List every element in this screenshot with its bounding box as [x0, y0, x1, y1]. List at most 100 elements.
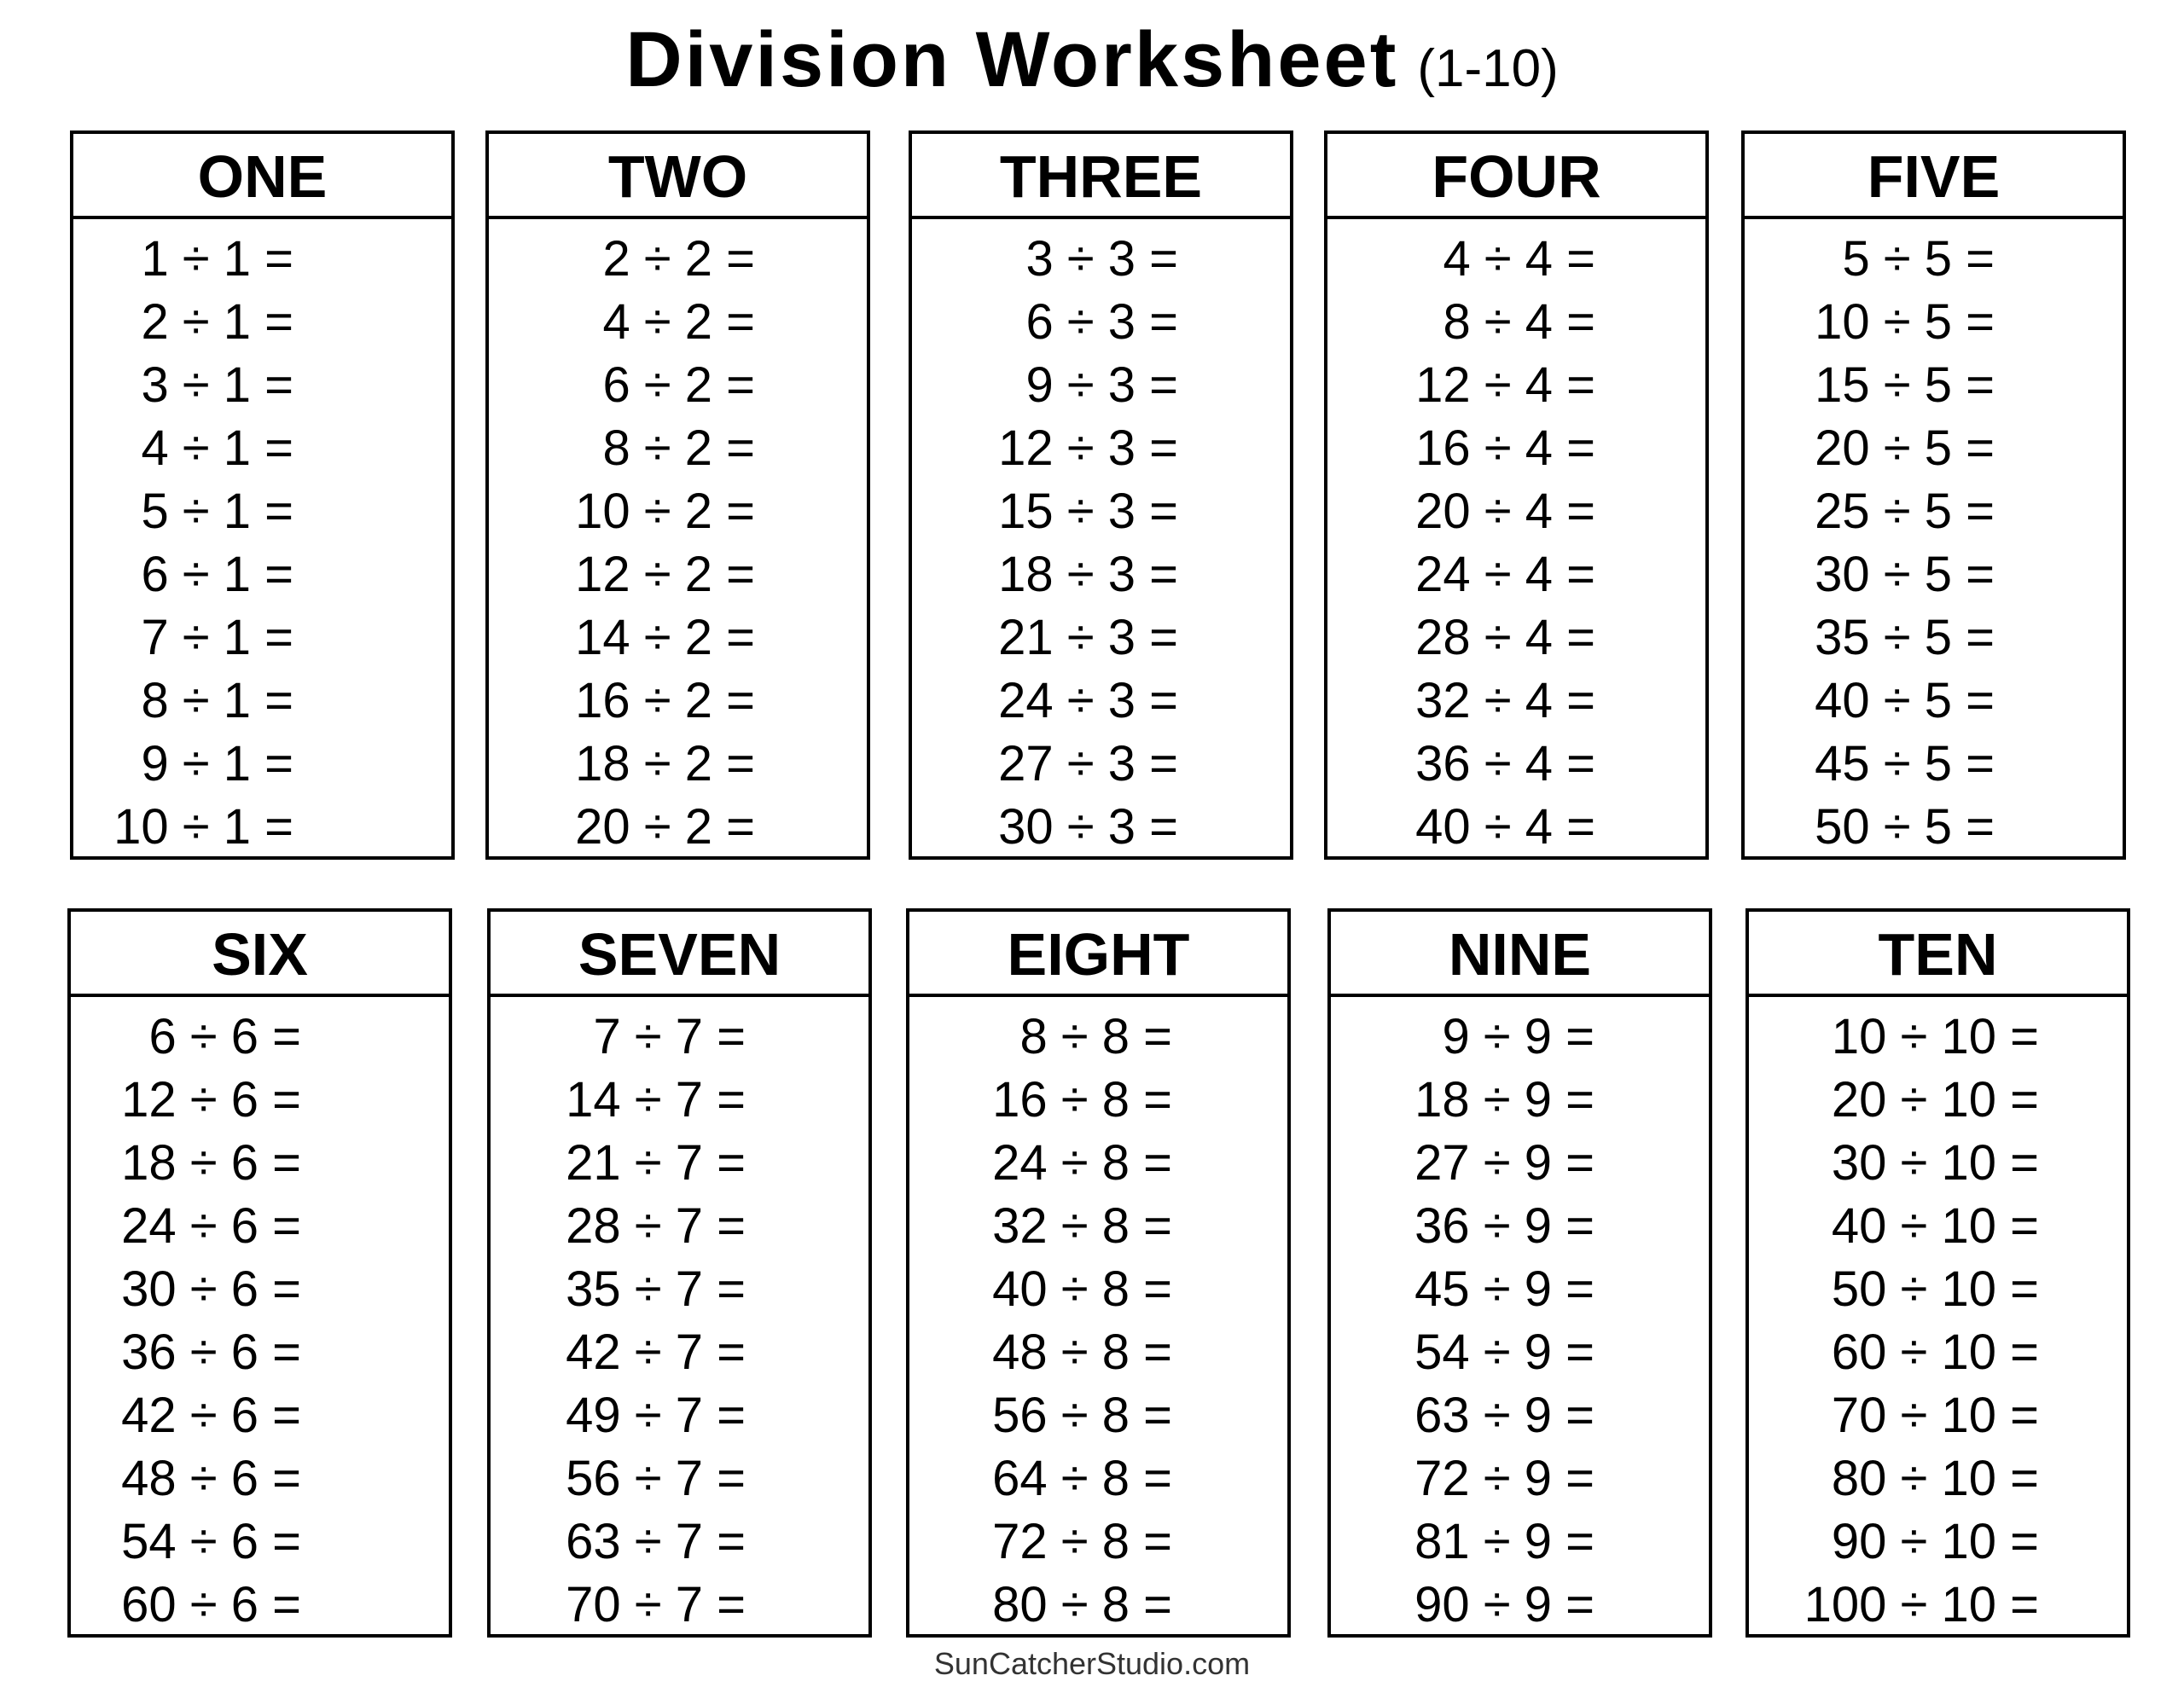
division-problem: 3 ÷ 3 =	[1025, 231, 1178, 287]
title-main: Division Worksheet	[625, 16, 1399, 103]
division-problem: 27 ÷ 9 =	[1414, 1135, 1594, 1191]
problem-list: 6 ÷ 6 = 12 ÷ 6 = 18 ÷ 6 = 24 ÷ 6 = 30 ÷ 6 = 3…	[121, 1006, 301, 1637]
division-problem: 81 ÷ 9 =	[1414, 1514, 1594, 1569]
division-problem: 15 ÷ 5 =	[1815, 357, 1995, 413]
section-heading: TEN	[1749, 912, 2127, 997]
division-problem: 20 ÷ 4 =	[1415, 484, 1595, 539]
division-problem: 70 ÷ 10 =	[1831, 1388, 2039, 1443]
division-problem: 9 ÷ 1 =	[141, 736, 293, 791]
division-problem: 56 ÷ 8 =	[992, 1388, 1172, 1443]
section-heading: THREE	[912, 134, 1290, 219]
division-problem: 36 ÷ 4 =	[1415, 736, 1595, 791]
division-problem: 90 ÷ 9 =	[1414, 1577, 1594, 1632]
division-problem: 63 ÷ 9 =	[1414, 1388, 1594, 1443]
division-problem: 18 ÷ 2 =	[575, 736, 755, 791]
division-problem: 80 ÷ 10 =	[1831, 1451, 2039, 1506]
division-problem: 24 ÷ 4 =	[1415, 547, 1595, 602]
section-heading: FOUR	[1327, 134, 1705, 219]
division-problem: 45 ÷ 9 =	[1414, 1261, 1594, 1317]
division-problem: 18 ÷ 9 =	[1414, 1072, 1594, 1128]
division-problem: 40 ÷ 5 =	[1815, 673, 1995, 728]
problem-list: 9 ÷ 9 = 18 ÷ 9 = 27 ÷ 9 = 36 ÷ 9 = 45 ÷ 9 = 5…	[1414, 1006, 1594, 1637]
division-problem: 8 ÷ 4 =	[1443, 294, 1595, 350]
division-problem: 6 ÷ 6 =	[148, 1009, 301, 1064]
section-heading: FIVE	[1745, 134, 2123, 219]
division-problem: 50 ÷ 5 =	[1815, 799, 1995, 855]
division-problem: 42 ÷ 6 =	[121, 1388, 301, 1443]
division-problem: 30 ÷ 3 =	[998, 799, 1178, 855]
division-problem: 6 ÷ 3 =	[1025, 294, 1178, 350]
division-problem: 8 ÷ 1 =	[141, 673, 293, 728]
section-ten: TEN 10 ÷ 10 = 20 ÷ 10 = 30 ÷ 10 = 40 ÷ 10 = 5…	[1745, 908, 2130, 1638]
division-problem: 21 ÷ 7 =	[566, 1135, 746, 1191]
section-heading: SEVEN	[491, 912, 868, 997]
division-problem: 4 ÷ 1 =	[141, 420, 293, 476]
division-problem: 14 ÷ 2 =	[575, 610, 755, 665]
division-problem: 49 ÷ 7 =	[566, 1388, 746, 1443]
section-eight: EIGHT 8 ÷ 8 = 16 ÷ 8 = 24 ÷ 8 = 32 ÷ 8 = 40 ÷…	[906, 908, 1291, 1638]
division-problem: 32 ÷ 8 =	[992, 1198, 1172, 1254]
division-problem: 35 ÷ 5 =	[1815, 610, 1995, 665]
division-problem: 28 ÷ 4 =	[1415, 610, 1595, 665]
division-problem: 16 ÷ 2 =	[575, 673, 755, 728]
title-range: (1-10)	[1417, 39, 1559, 98]
division-problem: 12 ÷ 4 =	[1415, 357, 1595, 413]
division-problem: 100 ÷ 10 =	[1804, 1577, 2039, 1632]
division-problem: 3 ÷ 1 =	[141, 357, 293, 413]
division-problem: 8 ÷ 2 =	[602, 420, 755, 476]
section-one: ONE 1 ÷ 1 = 2 ÷ 1 = 3 ÷ 1 = 4 ÷ 1 = 5 ÷ 1 = 6 …	[70, 130, 455, 860]
problem-list: 7 ÷ 7 = 14 ÷ 7 = 21 ÷ 7 = 28 ÷ 7 = 35 ÷ 7 = 4…	[566, 1006, 746, 1637]
division-problem: 30 ÷ 5 =	[1815, 547, 1995, 602]
division-problem: 20 ÷ 5 =	[1815, 420, 1995, 476]
division-problem: 12 ÷ 6 =	[121, 1072, 301, 1128]
section-heading: EIGHT	[909, 912, 1287, 997]
division-problem: 9 ÷ 3 =	[1025, 357, 1178, 413]
division-problem: 36 ÷ 6 =	[121, 1325, 301, 1380]
division-problem: 10 ÷ 10 =	[1831, 1009, 2039, 1064]
division-problem: 56 ÷ 7 =	[566, 1451, 746, 1506]
division-problem: 10 ÷ 5 =	[1815, 294, 1995, 350]
division-problem: 50 ÷ 10 =	[1831, 1261, 2039, 1317]
division-problem: 2 ÷ 1 =	[141, 294, 293, 350]
division-problem: 48 ÷ 8 =	[992, 1325, 1172, 1380]
section-four: FOUR 4 ÷ 4 = 8 ÷ 4 = 12 ÷ 4 = 16 ÷ 4 = 20 ÷ 4…	[1324, 130, 1709, 860]
division-problem: 90 ÷ 10 =	[1831, 1514, 2039, 1569]
section-six: SIX 6 ÷ 6 = 12 ÷ 6 = 18 ÷ 6 = 24 ÷ 6 = 30 ÷ 6…	[67, 908, 452, 1638]
section-heading: ONE	[73, 134, 451, 219]
division-problem: 15 ÷ 3 =	[998, 484, 1178, 539]
section-two: TWO 2 ÷ 2 = 4 ÷ 2 = 6 ÷ 2 = 8 ÷ 2 = 10 ÷ 2 = 1…	[485, 130, 870, 860]
division-problem: 21 ÷ 3 =	[998, 610, 1178, 665]
division-problem: 9 ÷ 9 =	[1442, 1009, 1594, 1064]
division-problem: 40 ÷ 4 =	[1415, 799, 1595, 855]
division-problem: 24 ÷ 3 =	[998, 673, 1178, 728]
division-problem: 4 ÷ 4 =	[1443, 231, 1595, 287]
division-problem: 45 ÷ 5 =	[1815, 736, 1995, 791]
division-problem: 5 ÷ 5 =	[1842, 231, 1995, 287]
problem-list: 10 ÷ 10 = 20 ÷ 10 = 30 ÷ 10 = 40 ÷ 10 = 50 ÷…	[1804, 1006, 2039, 1637]
division-problem: 72 ÷ 9 =	[1414, 1451, 1594, 1506]
division-problem: 36 ÷ 9 =	[1414, 1198, 1594, 1254]
problem-list: 4 ÷ 4 = 8 ÷ 4 = 12 ÷ 4 = 16 ÷ 4 = 20 ÷ 4 = 24…	[1415, 228, 1595, 859]
division-problem: 35 ÷ 7 =	[566, 1261, 746, 1317]
section-five: FIVE 5 ÷ 5 = 10 ÷ 5 = 15 ÷ 5 = 20 ÷ 5 = 25 ÷ …	[1741, 130, 2126, 860]
division-problem: 5 ÷ 1 =	[141, 484, 293, 539]
division-problem: 80 ÷ 8 =	[992, 1577, 1172, 1632]
division-problem: 7 ÷ 7 =	[593, 1009, 746, 1064]
division-problem: 28 ÷ 7 =	[566, 1198, 746, 1254]
division-problem: 60 ÷ 10 =	[1831, 1325, 2039, 1380]
section-nine: NINE 9 ÷ 9 = 18 ÷ 9 = 27 ÷ 9 = 36 ÷ 9 = 45 ÷ …	[1327, 908, 1712, 1638]
problem-list: 8 ÷ 8 = 16 ÷ 8 = 24 ÷ 8 = 32 ÷ 8 = 40 ÷ 8 = 4…	[992, 1006, 1172, 1637]
problem-list: 5 ÷ 5 = 10 ÷ 5 = 15 ÷ 5 = 20 ÷ 5 = 25 ÷ 5 = 3…	[1815, 228, 1995, 859]
division-problem: 54 ÷ 6 =	[121, 1514, 301, 1569]
division-problem: 6 ÷ 1 =	[141, 547, 293, 602]
division-problem: 30 ÷ 6 =	[121, 1261, 301, 1317]
division-problem: 12 ÷ 2 =	[575, 547, 755, 602]
division-problem: 40 ÷ 8 =	[992, 1261, 1172, 1317]
division-problem: 7 ÷ 1 =	[141, 610, 293, 665]
division-problem: 18 ÷ 3 =	[998, 547, 1178, 602]
division-problem: 14 ÷ 7 =	[566, 1072, 746, 1128]
division-problem: 16 ÷ 4 =	[1415, 420, 1595, 476]
division-problem: 12 ÷ 3 =	[998, 420, 1178, 476]
division-problem: 70 ÷ 7 =	[566, 1577, 746, 1632]
page-title: Division Worksheet (1-10)	[0, 15, 2184, 105]
